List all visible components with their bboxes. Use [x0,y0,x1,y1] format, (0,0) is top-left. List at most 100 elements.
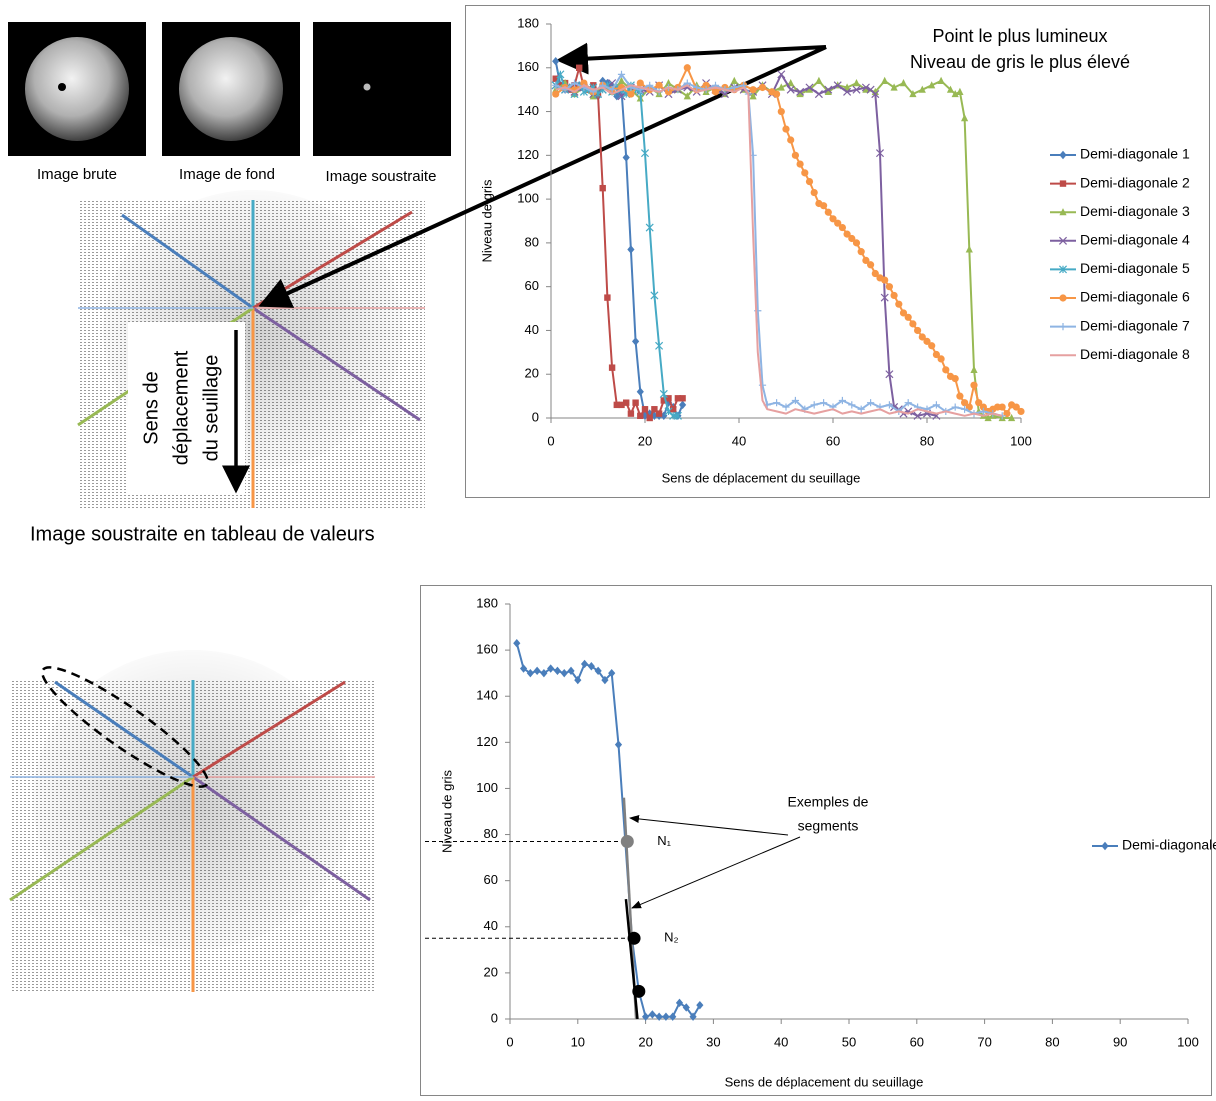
image-subtracted [313,22,451,156]
series: Demi-diagonale 7 [552,70,1190,420]
point [679,400,687,410]
point [979,403,988,411]
point [815,76,823,85]
point [665,395,672,402]
point [683,64,691,72]
point [951,403,959,411]
thumbnails: Image brute Image de fond Image soustrai… [8,22,451,185]
point [617,70,626,78]
point [623,399,630,406]
point [1012,403,1020,411]
point [526,668,534,678]
point [852,79,861,87]
y-tick-label: 160 [517,59,539,74]
y-tick-label: 100 [476,780,498,795]
point [540,668,548,678]
point [599,184,606,192]
point [857,248,865,256]
point [777,107,785,116]
series-line [554,61,684,417]
point [961,399,969,407]
diagonal [192,680,346,779]
point [909,320,917,328]
point [791,396,799,405]
point [599,76,607,86]
point [655,341,664,350]
point [749,86,757,94]
point [675,998,684,1008]
y-tick-label: 120 [517,147,539,162]
legend-label: Demi-diagonale 1 [1080,146,1190,162]
legend-marker [1059,294,1067,302]
point [655,81,663,89]
point [553,666,562,676]
point [650,291,659,300]
diagonal [121,213,254,310]
point [834,219,842,227]
point [758,83,767,92]
point [805,178,814,186]
point [961,114,969,122]
point [820,399,828,407]
point [852,85,861,94]
point [904,313,912,321]
point [956,392,964,400]
point [890,291,898,300]
point [576,64,583,71]
point [871,269,879,278]
segment [624,898,639,1020]
x-tick-label: 60 [826,433,840,448]
point [617,92,626,101]
y-tick-label: 140 [476,688,498,703]
x-tick-label: 40 [774,1034,788,1049]
point [937,76,945,85]
point [942,366,950,374]
point [951,375,959,383]
point [979,407,987,416]
point [796,89,804,98]
point [918,85,926,93]
point [857,405,865,413]
point [914,326,922,335]
y-tick-label: 80 [484,826,498,841]
point [651,406,658,413]
annotation-arrow [629,814,789,836]
highlight-ellipse [41,666,209,788]
x-tick-label: 30 [706,1034,720,1049]
point [862,85,870,93]
point [1008,413,1016,422]
point [622,153,630,162]
y-tick-label: 60 [484,872,498,887]
point [946,85,955,93]
point [693,83,701,92]
series: Demi-diagonale 8 [555,84,1190,417]
point [909,89,917,98]
point [711,88,720,96]
legend-marker [1059,150,1067,160]
point [627,245,635,254]
image-caption: Image brute [37,166,117,183]
point [932,401,940,409]
point [838,223,847,232]
series-line [515,642,701,1018]
x-tick-label: 0 [506,1034,513,1049]
point [730,83,738,92]
point [782,125,790,133]
diagonal [252,306,421,422]
point-label: N₁ [657,833,671,848]
highlight-point [632,984,646,998]
point [627,90,635,98]
point [608,668,616,678]
arrow-label: déplacement [170,350,192,465]
legend-label: Demi-diagonale 1 [1122,837,1216,853]
legend-label: Demi-diagonale 7 [1080,317,1190,333]
point [648,1010,656,1019]
sphere [25,37,129,141]
point [998,403,1006,411]
point [556,70,565,79]
x-tick-label: 0 [547,433,554,448]
point [560,668,568,678]
x-tick-label: 60 [910,1034,924,1049]
point [519,664,528,673]
point [875,149,885,158]
